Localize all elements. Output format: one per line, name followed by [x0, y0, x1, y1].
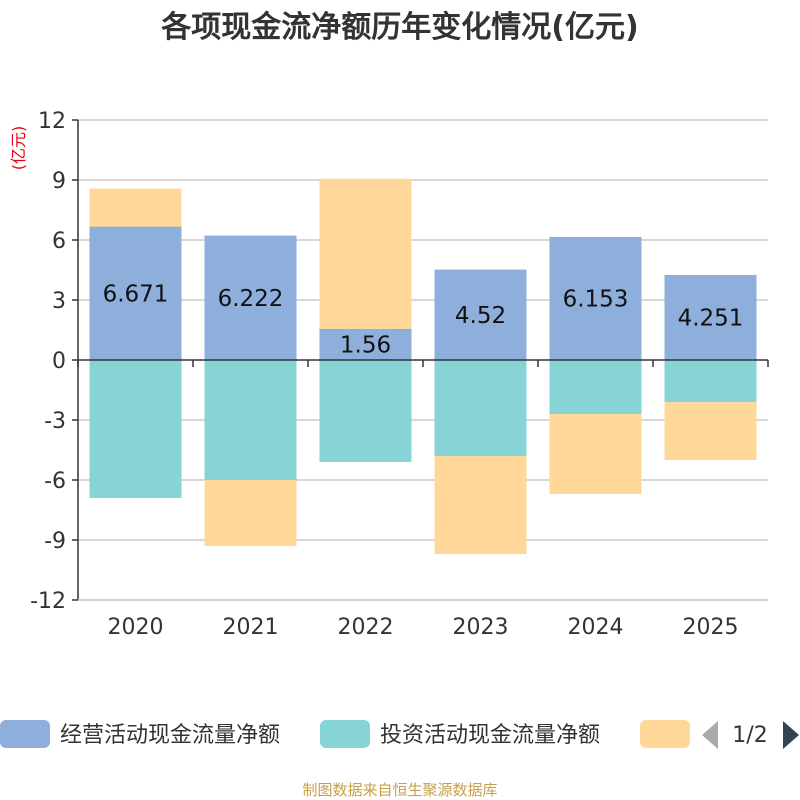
- bar-s0-2020: [89, 226, 182, 360]
- bar-s2-2020: [89, 188, 182, 227]
- bar-s1-2021: [204, 360, 297, 480]
- x-tick-label-2024: 2024: [568, 615, 624, 640]
- bar-s2-2021: [204, 480, 297, 546]
- bar-s1-2022: [319, 360, 412, 462]
- y-tick-label-3: 3: [52, 289, 66, 314]
- data-labels-group: 6.671 6.222 1.56 4.52 6.153 4.251: [103, 281, 744, 358]
- bar-s0-2024: [549, 236, 642, 360]
- bar-s1-2025: [664, 360, 757, 402]
- axes-group: 12 9 6 3 0 -3 -6 -9 -12 2020 2021 2022 2023 2024 2025: [30, 109, 769, 640]
- data-label-2022: 1.56: [340, 332, 391, 358]
- source-note: 制图数据来自恒生聚源数据库: [302, 781, 497, 799]
- x-tick-label-2021: 2021: [223, 615, 279, 640]
- y-tick-label-4: 0: [52, 349, 66, 374]
- bar-s2-2024: [549, 414, 642, 494]
- x-tick-label-2022: 2022: [338, 615, 394, 640]
- y-tick-label-8: -12: [30, 589, 66, 614]
- bar-s1-2024: [549, 360, 642, 414]
- data-label-2020: 6.671: [103, 281, 169, 307]
- y-tick-label-2: 6: [52, 229, 66, 254]
- legend-page-indicator: 1/2: [732, 723, 767, 748]
- x-tick-label-2020: 2020: [108, 615, 164, 640]
- data-label-2025: 4.251: [678, 305, 744, 331]
- bar-s0-2022: [319, 328, 412, 360]
- y-tick-label-1: 9: [52, 169, 66, 194]
- data-label-2021: 6.222: [218, 286, 284, 312]
- bar-s2-2025: [664, 402, 757, 460]
- data-label-2023: 4.52: [455, 303, 506, 329]
- legend-swatch-0: [0, 720, 50, 748]
- y-tick-label-7: -9: [44, 529, 66, 554]
- bar-s1-2023: [434, 360, 527, 456]
- y-tick-label-5: -3: [44, 409, 66, 434]
- chart-title: 各项现金流净额历年变化情况(亿元): [160, 10, 638, 45]
- bar-s0-2021: [204, 235, 297, 360]
- data-label-2024: 6.153: [563, 286, 629, 312]
- y-tick-label-6: -6: [44, 469, 66, 494]
- bar-s0-2023: [434, 269, 527, 360]
- legend: 经营活动现金流量净额 投资活动现金流量净额 1/2: [0, 720, 799, 749]
- bar-s1-2020: [89, 360, 182, 498]
- legend-next-icon[interactable]: [783, 721, 799, 749]
- legend-label-0: 经营活动现金流量净额: [60, 723, 280, 748]
- legend-swatch-1: [320, 720, 370, 748]
- bar-s2-2022: [319, 178, 412, 329]
- y-axis-unit: (亿元): [9, 126, 28, 171]
- bars-group: [89, 178, 757, 554]
- y-tick-label-0: 12: [38, 109, 66, 134]
- x-tick-label-2023: 2023: [453, 615, 509, 640]
- legend-swatch-2: [640, 720, 690, 748]
- legend-prev-icon[interactable]: [702, 721, 718, 749]
- x-tick-label-2025: 2025: [683, 615, 739, 640]
- legend-label-1: 投资活动现金流量净额: [380, 723, 600, 748]
- grid-lines: [78, 119, 768, 601]
- bar-s0-2025: [664, 274, 757, 360]
- bar-s2-2023: [434, 456, 527, 554]
